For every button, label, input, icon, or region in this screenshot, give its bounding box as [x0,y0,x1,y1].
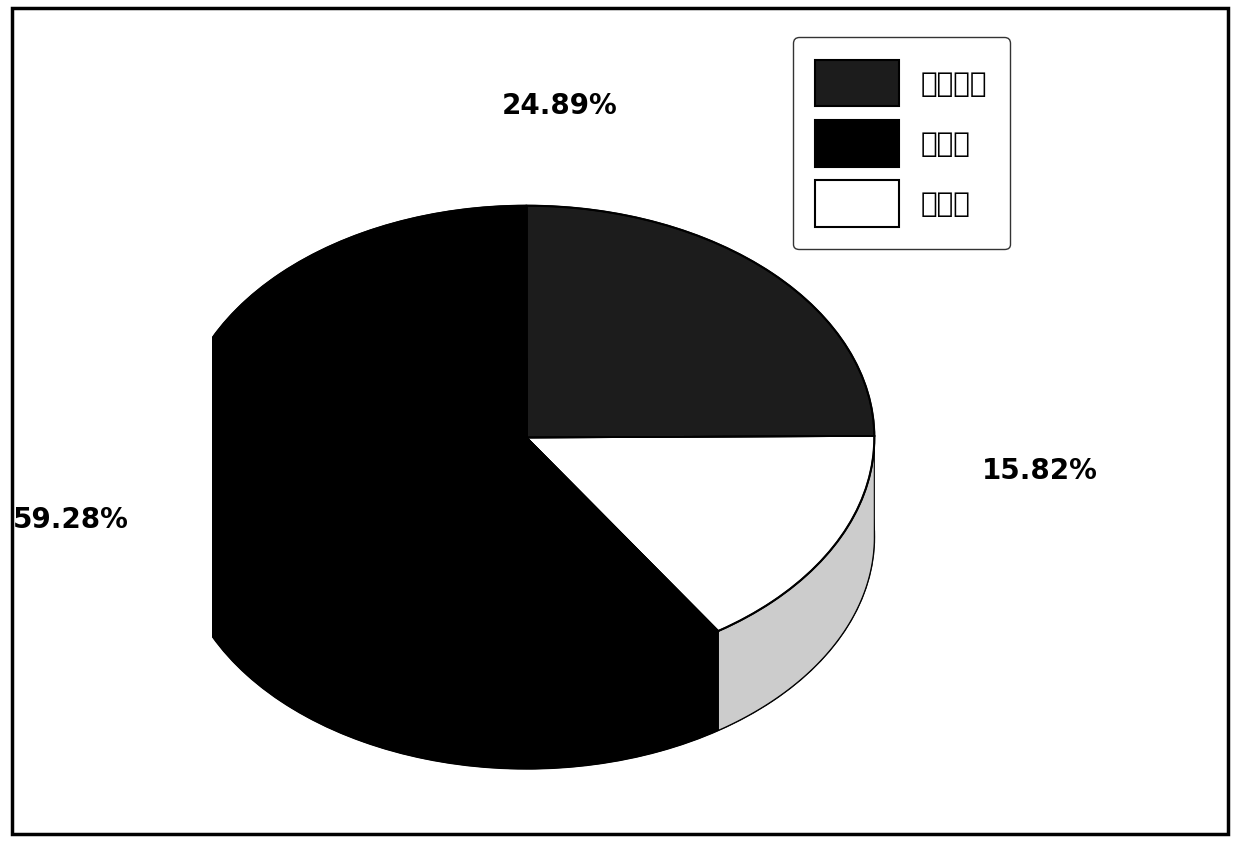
Polygon shape [527,205,874,438]
Text: 59.28%: 59.28% [14,506,129,535]
Polygon shape [179,440,718,769]
Ellipse shape [179,305,874,769]
Polygon shape [718,440,874,730]
Text: 15.82%: 15.82% [982,456,1097,485]
Text: 24.89%: 24.89% [502,93,618,120]
Legend: 细胞溶质, 细胞器, 细胞壁: 细胞溶质, 细胞器, 细胞壁 [794,37,1009,249]
Polygon shape [179,205,718,669]
Polygon shape [527,436,874,631]
